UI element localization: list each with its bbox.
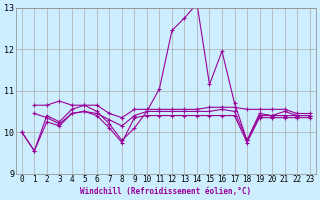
X-axis label: Windchill (Refroidissement éolien,°C): Windchill (Refroidissement éolien,°C) xyxy=(80,187,251,196)
